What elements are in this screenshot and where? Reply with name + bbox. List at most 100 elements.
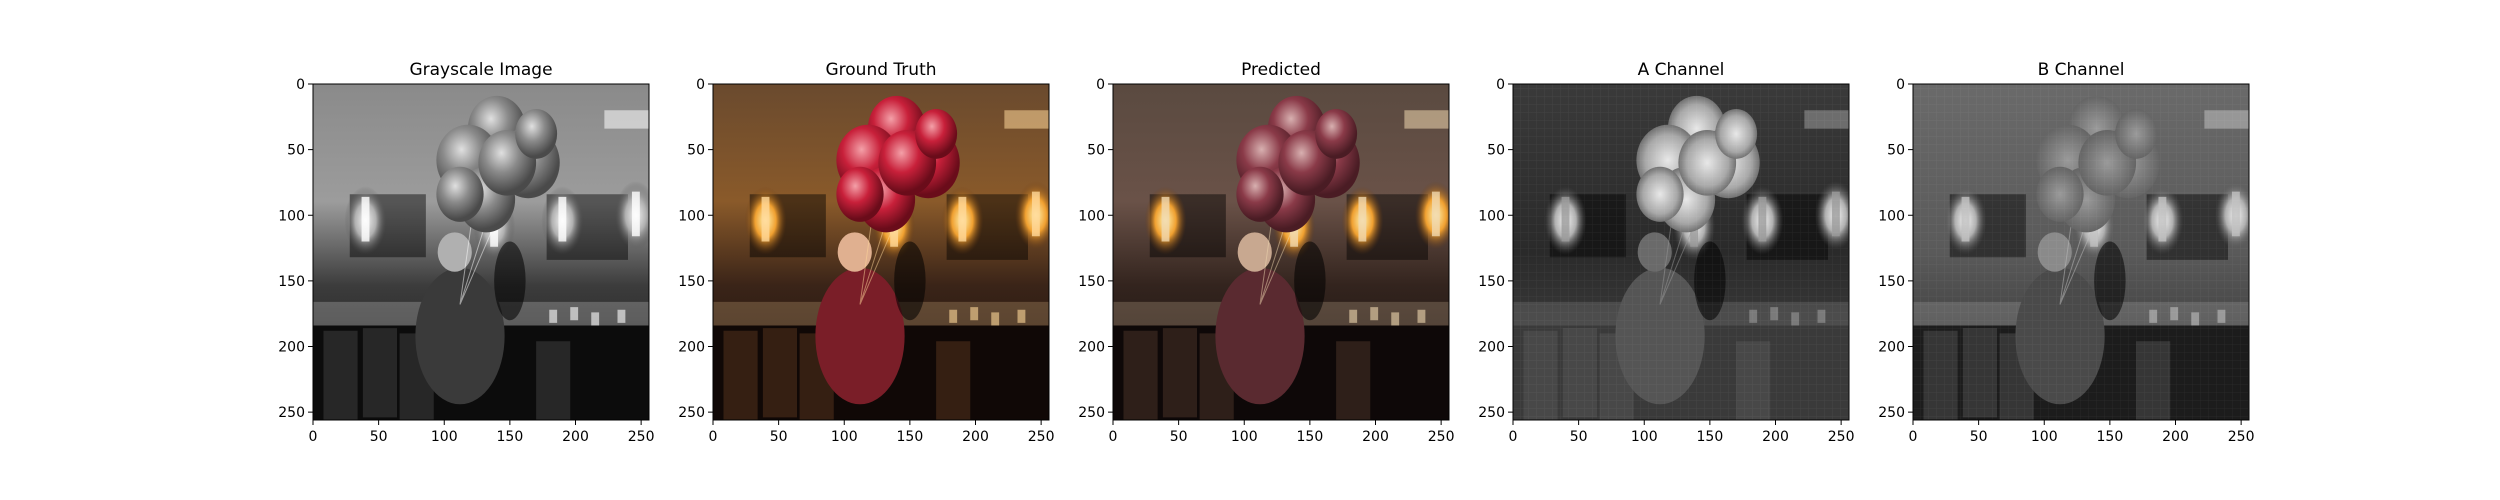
- y-tick-label: 250: [1878, 405, 1905, 421]
- table-glass: [1370, 307, 1379, 321]
- lamp-glow: [1031, 191, 1040, 237]
- axes-frame: [312, 83, 650, 421]
- person-body: [815, 267, 905, 405]
- y-tick-label: 250: [678, 405, 705, 421]
- lamp-glow: [1358, 196, 1367, 242]
- axes-frame: [1112, 83, 1450, 421]
- lamp-glow: [1431, 191, 1440, 237]
- chair: [936, 341, 971, 420]
- x-tick-label: 100: [431, 429, 458, 445]
- axes-frame: [1912, 83, 2250, 421]
- panel-title: Ground Truth: [825, 60, 936, 80]
- panel-image: [1113, 84, 1449, 420]
- chair: [1123, 330, 1158, 420]
- x-tick-label: 50: [770, 429, 788, 445]
- x-tick-label: 250: [628, 429, 655, 445]
- y-tick-label: 0: [696, 77, 705, 93]
- x-tick-label: 200: [562, 429, 589, 445]
- y-tick-label: 0: [1096, 77, 1105, 93]
- y-tick-label: 150: [678, 274, 705, 290]
- x-tick-label: 150: [1697, 429, 1724, 445]
- x-tick-label: 50: [1970, 429, 1988, 445]
- x-tick-label: 0: [1109, 429, 1118, 445]
- artifact-grid: [1513, 84, 1849, 420]
- y-tick-label: 50: [1487, 143, 1505, 159]
- table-glass: [970, 307, 979, 321]
- x-tick-label: 0: [1909, 429, 1918, 445]
- artifact-grid: [1913, 84, 2249, 420]
- y-tick-label: 50: [1887, 143, 1905, 159]
- x-tick-label: 200: [2162, 429, 2189, 445]
- panel-image: [1513, 84, 1849, 420]
- y-tick-label: 200: [1478, 340, 1505, 356]
- x-tick-label: 150: [2097, 429, 2124, 445]
- lamp-glow: [631, 191, 640, 237]
- balloon: [836, 166, 884, 222]
- table-glass: [949, 309, 958, 323]
- table-glass: [1017, 309, 1026, 323]
- y-tick-label: 200: [1078, 340, 1105, 356]
- x-tick-label: 50: [370, 429, 388, 445]
- chair: [1162, 328, 1197, 418]
- y-tick-label: 200: [1878, 340, 1905, 356]
- x-tick-label: 150: [497, 429, 524, 445]
- balloon: [1236, 166, 1284, 222]
- person-face: [437, 232, 472, 272]
- y-tick-label: 100: [278, 208, 305, 224]
- y-tick-label: 100: [1478, 208, 1505, 224]
- x-tick-label: 200: [962, 429, 989, 445]
- ceiling-vent: [1404, 110, 1449, 129]
- table-glass: [1349, 309, 1358, 323]
- x-tick-label: 250: [2228, 429, 2255, 445]
- table-glass: [549, 309, 558, 323]
- chair: [723, 330, 758, 420]
- y-tick-label: 50: [287, 143, 305, 159]
- panel-title: A Channel: [1638, 60, 1725, 80]
- y-tick-label: 100: [1878, 208, 1905, 224]
- y-tick-label: 150: [1478, 274, 1505, 290]
- lamp-glow: [761, 196, 770, 242]
- x-tick-label: 250: [1028, 429, 1055, 445]
- ceiling-vent: [1004, 110, 1049, 129]
- x-tick-label: 50: [1170, 429, 1188, 445]
- x-tick-label: 150: [1297, 429, 1324, 445]
- chair: [362, 328, 397, 418]
- balloon: [915, 108, 958, 159]
- x-tick-label: 200: [1362, 429, 1389, 445]
- y-tick-label: 200: [678, 340, 705, 356]
- balloon: [515, 108, 558, 159]
- x-tick-label: 100: [2031, 429, 2058, 445]
- y-tick-label: 250: [1478, 405, 1505, 421]
- panel-image: [713, 84, 1049, 420]
- y-tick-label: 50: [1087, 143, 1105, 159]
- chair: [323, 330, 358, 420]
- x-tick-label: 250: [1428, 429, 1455, 445]
- lamp-glow: [558, 196, 567, 242]
- y-tick-label: 50: [687, 143, 705, 159]
- table-glass: [1391, 312, 1400, 326]
- panel-image: [313, 84, 649, 420]
- panel-title: Predicted: [1241, 60, 1321, 80]
- axes-frame: [712, 83, 1050, 421]
- x-tick-label: 0: [1509, 429, 1518, 445]
- dark-object: [894, 241, 926, 321]
- y-tick-label: 150: [1878, 274, 1905, 290]
- chair: [536, 341, 571, 420]
- person-body: [415, 267, 505, 405]
- person-face: [837, 232, 872, 272]
- x-tick-label: 100: [1631, 429, 1658, 445]
- x-tick-label: 150: [897, 429, 924, 445]
- table-glass: [591, 312, 600, 326]
- y-tick-label: 200: [278, 340, 305, 356]
- y-tick-label: 150: [1078, 274, 1105, 290]
- balloon: [436, 166, 484, 222]
- panel-title: Grayscale Image: [409, 60, 552, 80]
- axes-frame: [1512, 83, 1850, 421]
- y-tick-label: 0: [1896, 77, 1905, 93]
